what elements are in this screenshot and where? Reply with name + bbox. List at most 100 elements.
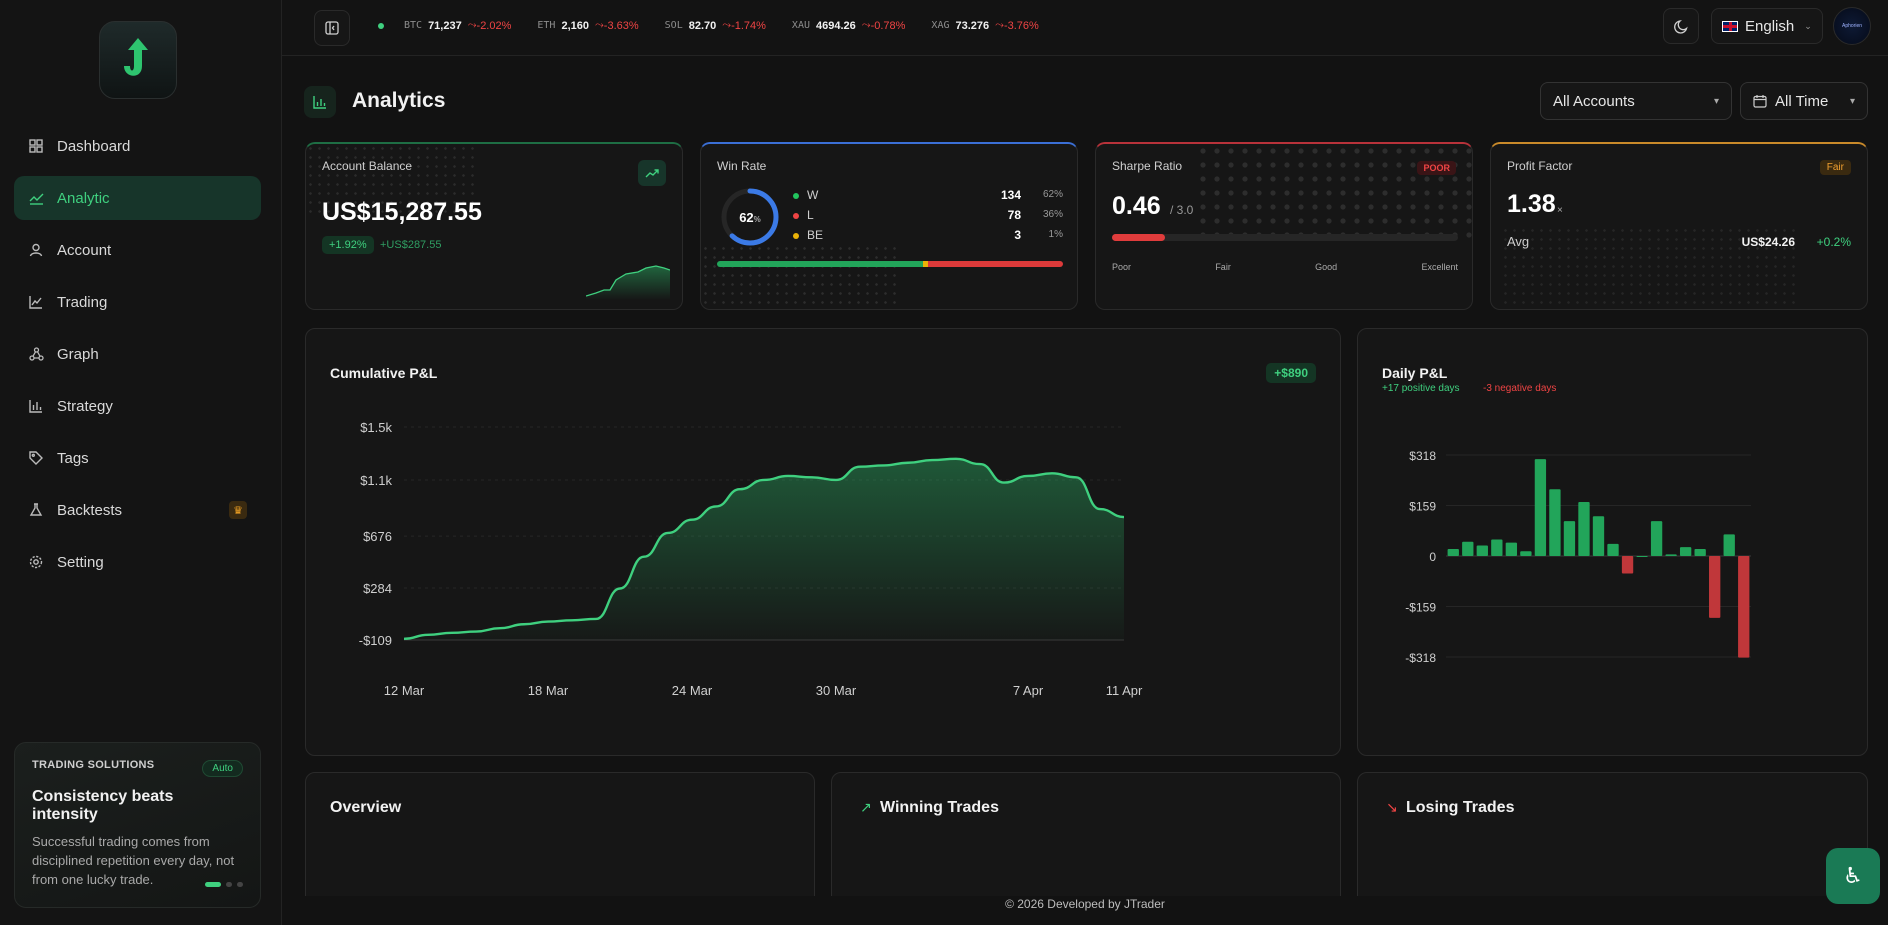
sidebar-item-trading[interactable]: Trading <box>14 280 261 324</box>
daily-bar[interactable] <box>1665 554 1677 556</box>
ticker-item[interactable]: SOL 82.70 ⤳ -1.74% <box>665 19 766 32</box>
daily-bar[interactable] <box>1520 551 1532 556</box>
daily-bar[interactable] <box>1534 459 1547 556</box>
breakeven-segment <box>923 261 929 267</box>
account-balance-card[interactable]: Account Balance US$15,287.55 +1.92% +US$… <box>305 142 683 310</box>
chart-title: Daily P&L <box>1382 365 1448 381</box>
promo-card[interactable]: TRADING SOLUTIONS Auto Consistency beats… <box>14 742 261 908</box>
carousel-dots[interactable] <box>205 882 243 887</box>
sharpe-scale: Poor Fair Good Excellent <box>1112 262 1458 272</box>
profit-factor-card[interactable]: Profit Factor Fair 1.38 × Avg US$24.26 +… <box>1490 142 1868 310</box>
main-content: Analytics All Accounts ▾ All Time ▾ Acco… <box>282 56 1888 925</box>
daily-bar[interactable] <box>1491 539 1503 556</box>
daily-bar[interactable] <box>1476 545 1488 556</box>
card-label: Account Balance <box>322 159 413 173</box>
panel-icon <box>325 21 339 35</box>
y-tick-label: -$109 <box>359 633 392 648</box>
carousel-dot[interactable] <box>205 882 221 887</box>
ticker-change: -2.02% <box>476 19 512 32</box>
avg-label: Avg <box>1507 234 1530 249</box>
gear-icon <box>28 554 44 570</box>
sidebar-item-setting[interactable]: Setting <box>14 540 261 584</box>
carousel-dot[interactable] <box>237 882 243 887</box>
grid-icon <box>28 138 44 154</box>
sidebar-item-label: Tags <box>57 449 89 467</box>
sidebar-item-graph[interactable]: Graph <box>14 332 261 376</box>
scale-label: Poor <box>1112 262 1132 272</box>
sharpe-gauge-fill <box>1112 234 1165 241</box>
daily-bar[interactable] <box>1723 534 1735 556</box>
app-logo[interactable] <box>99 21 177 99</box>
sidebar-item-label: Setting <box>57 553 104 571</box>
scale-label: Good <box>1315 262 1338 272</box>
sidebar-item-backtests[interactable]: Backtests ♛ <box>14 488 261 532</box>
ticker-price: 71,237 <box>428 19 462 32</box>
tag-icon <box>28 450 44 466</box>
ticker-item[interactable]: XAU 4694.26 ⤳ -0.78% <box>792 19 906 32</box>
daily-bar[interactable] <box>1709 556 1721 618</box>
sidebar-item-analytic[interactable]: Analytic <box>14 176 261 220</box>
daily-bar[interactable] <box>1549 489 1561 556</box>
row-key: BE <box>807 228 824 242</box>
sidebar-toggle-button[interactable] <box>314 10 350 46</box>
row-count: 78 <box>1007 208 1021 222</box>
card-title: Losing Trades <box>1406 799 1515 816</box>
accounts-select[interactable]: All Accounts ▾ <box>1540 82 1732 120</box>
promo-title: Consistency beats intensity <box>32 788 174 823</box>
carousel-dot[interactable] <box>226 882 232 887</box>
win-rate-card[interactable]: Win Rate 62% W 134 62% L 78 36% <box>700 142 1078 310</box>
daily-bar[interactable] <box>1650 521 1663 556</box>
daily-bar[interactable] <box>1679 547 1692 556</box>
daily-pnl-chart[interactable]: $318 $159 0 -$159 -$318 <box>1358 329 1868 756</box>
y-tick-label: $1.1k <box>360 473 392 488</box>
sidebar: Dashboard Analytic Account Trading Graph… <box>0 0 282 925</box>
accessibility-button[interactable]: ♿ <box>1826 848 1880 904</box>
profit-factor-value: 1.38 <box>1507 190 1556 218</box>
daily-bar[interactable] <box>1578 502 1590 556</box>
language-select[interactable]: English ⌄ <box>1711 8 1823 44</box>
daily-bar[interactable] <box>1607 543 1619 556</box>
sidebar-item-account[interactable]: Account <box>14 228 261 272</box>
daily-bar[interactable] <box>1505 542 1518 556</box>
time-range-select[interactable]: All Time ▾ <box>1740 82 1868 120</box>
trend-up-icon: ↗ <box>860 799 872 815</box>
sidebar-item-tags[interactable]: Tags <box>14 436 261 480</box>
dot-pattern <box>1501 226 1801 309</box>
daily-bar[interactable] <box>1621 556 1634 574</box>
daily-bar[interactable] <box>1447 549 1459 556</box>
sharpe-ratio-card[interactable]: Sharpe Ratio POOR 0.46 / 3.0 Poor Fair G… <box>1095 142 1473 310</box>
daily-bar[interactable] <box>1738 556 1750 658</box>
sidebar-item-label: Dashboard <box>57 137 131 155</box>
ticker-item[interactable]: ETH 2,160 ⤳ -3.63% <box>537 19 638 32</box>
daily-pnl-card: Daily P&L +17 positive days -3 negative … <box>1357 328 1868 756</box>
y-tick-label: $676 <box>363 529 392 544</box>
cumulative-pnl-chart[interactable]: $1.5k $1.1k $676 $284 -$109 12 Mar 18 Mar 24 M… <box>306 329 1341 756</box>
sidebar-item-dashboard[interactable]: Dashboard <box>14 124 261 168</box>
x-tick-label: 12 Mar <box>384 683 425 698</box>
daily-bar[interactable] <box>1636 556 1648 557</box>
daily-bar[interactable] <box>1462 541 1474 556</box>
ticker-change: -3.63% <box>603 19 639 32</box>
theme-toggle-button[interactable] <box>1663 8 1699 44</box>
moon-icon <box>1673 19 1688 34</box>
daily-bar[interactable] <box>1563 521 1576 556</box>
live-indicator <box>378 22 384 29</box>
ticker-item[interactable]: BTC 71,237 ⤳ -2.02% <box>404 19 511 32</box>
cumulative-pnl-card: Cumulative P&L +$890 $1.5k $1.1k $676 $284 -… <box>305 328 1341 756</box>
ticker-item[interactable]: XAG 73.276 ⤳ -3.76% <box>931 19 1038 32</box>
row-pct: 1% <box>1048 229 1063 240</box>
win-loss-bar <box>717 261 1063 267</box>
bar-chart-icon <box>28 398 44 414</box>
breakeven-dot <box>793 233 799 239</box>
accounts-select-value: All Accounts <box>1553 92 1635 110</box>
sidebar-nav: Dashboard Analytic Account Trading Graph… <box>14 124 261 592</box>
trend-down-icon: ⤳ <box>594 19 604 31</box>
daily-bar[interactable] <box>1592 516 1605 556</box>
sharpe-value: 0.46 <box>1112 192 1161 220</box>
sidebar-item-strategy[interactable]: Strategy <box>14 384 261 428</box>
user-avatar[interactable]: Aphorien <box>1833 7 1871 45</box>
x-tick-label: 30 Mar <box>816 683 857 698</box>
balance-change-pct: +1.92% <box>322 236 374 254</box>
daily-bar[interactable] <box>1694 549 1706 556</box>
chevron-down-icon: ▾ <box>1713 95 1719 107</box>
